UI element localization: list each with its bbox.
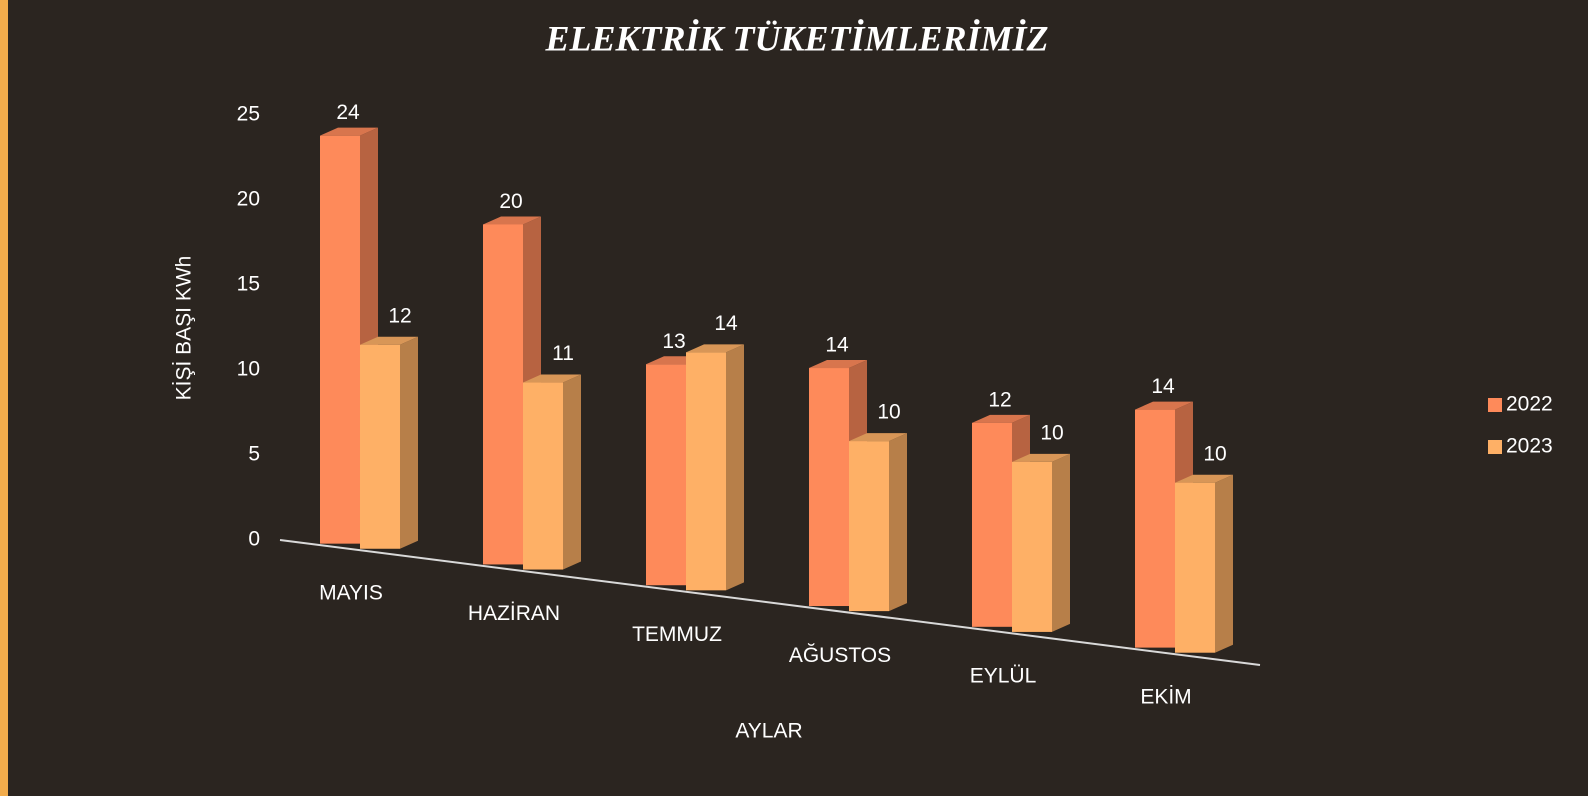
bar-top — [483, 216, 541, 225]
legend-label: 2022 — [1506, 393, 1553, 416]
bar — [809, 368, 849, 607]
x-tick-label: EYLÜL — [970, 665, 1037, 688]
x-axis-label: AYLAR — [735, 720, 802, 743]
bar-top — [1012, 453, 1070, 462]
accent-stripe — [0, 0, 8, 796]
bar — [1012, 461, 1052, 632]
data-label: 12 — [988, 388, 1011, 411]
data-label: 10 — [1203, 442, 1226, 465]
y-tick-label: 20 — [237, 188, 260, 211]
bar — [523, 382, 563, 570]
y-tick-label: 0 — [248, 528, 260, 551]
data-label: 24 — [336, 101, 360, 124]
bar — [360, 344, 400, 549]
bar-top — [809, 360, 867, 369]
bar — [972, 422, 1012, 627]
data-label: 14 — [825, 334, 849, 357]
bar-top — [686, 344, 744, 353]
bar — [646, 364, 686, 586]
x-tick-label: TEMMUZ — [632, 623, 722, 646]
data-label: 13 — [662, 330, 685, 353]
legend-label: 2023 — [1506, 435, 1553, 458]
bar — [483, 224, 523, 565]
bar — [686, 352, 726, 591]
y-tick-label: 15 — [237, 273, 260, 296]
bar-side — [726, 344, 744, 591]
bar-top — [360, 336, 418, 345]
data-label: 14 — [714, 312, 738, 335]
x-axis-line — [279, 539, 1261, 666]
bar-top — [849, 433, 907, 442]
legend-swatch — [1488, 398, 1502, 412]
bar-side — [563, 374, 581, 570]
bar-side — [889, 433, 907, 612]
y-tick-label: 25 — [237, 103, 260, 126]
legend-swatch — [1488, 440, 1502, 454]
x-tick-label: EKİM — [1140, 685, 1191, 708]
bar-top — [523, 374, 581, 383]
data-label: 12 — [388, 304, 411, 327]
y-tick-label: 10 — [237, 358, 260, 381]
bar-side — [1052, 453, 1070, 632]
x-tick-label: MAYIS — [319, 581, 383, 604]
data-label: 11 — [552, 342, 574, 365]
bar-top — [320, 127, 378, 136]
x-tick-label: HAZİRAN — [468, 602, 560, 625]
chart-title: ELEKTRİK TÜKETİMLERİMİZ — [544, 18, 1048, 58]
bar-side — [400, 336, 418, 549]
data-label: 10 — [877, 401, 900, 424]
x-tick-label: AĞUSTOS — [789, 644, 891, 667]
bar — [1135, 409, 1175, 648]
y-tick-label: 5 — [248, 443, 260, 466]
data-label: 20 — [499, 190, 522, 213]
bar-side — [1215, 474, 1233, 653]
bar — [320, 135, 360, 544]
bar-top — [1175, 474, 1233, 483]
bar-top — [1135, 401, 1193, 410]
data-label: 14 — [1151, 375, 1175, 398]
bar-top — [972, 414, 1030, 423]
bar — [849, 441, 889, 612]
data-label: 10 — [1040, 421, 1063, 444]
bar — [1175, 482, 1215, 653]
y-axis-label: KİŞİ BAŞI KWh — [173, 256, 196, 401]
